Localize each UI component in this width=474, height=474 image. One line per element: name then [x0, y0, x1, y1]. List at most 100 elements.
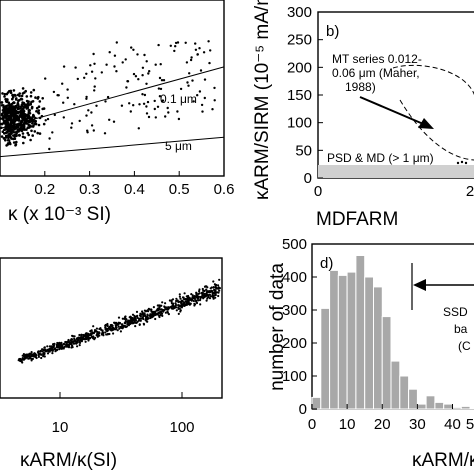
data-point	[172, 302, 175, 305]
x-tick-label: 40	[444, 416, 461, 433]
data-point	[24, 103, 28, 106]
data-point	[30, 351, 33, 354]
data-point	[132, 48, 135, 51]
histogram-bar	[337, 274, 348, 410]
data-point	[21, 128, 24, 131]
data-point	[43, 349, 46, 352]
data-point	[51, 131, 54, 134]
histogram-bar	[452, 406, 462, 410]
data-point	[16, 103, 20, 106]
x-tick-label: 0	[314, 183, 322, 200]
data-point	[28, 112, 32, 115]
data-point	[169, 44, 172, 47]
data-point	[30, 353, 34, 356]
data-point	[183, 298, 186, 301]
data-point	[46, 345, 49, 348]
histogram-bar	[390, 360, 401, 410]
data-point	[26, 102, 30, 105]
data-point	[3, 132, 6, 135]
data-point	[203, 96, 206, 100]
data-point	[86, 129, 89, 132]
data-point	[0, 117, 3, 120]
data-point	[26, 126, 30, 129]
data-point	[70, 340, 74, 343]
data-point	[143, 309, 146, 312]
data-point	[30, 355, 33, 358]
data-point	[164, 115, 167, 118]
data-point	[178, 295, 181, 298]
annotation-psd-md: PSD & MD (> 1 μm)	[327, 151, 434, 165]
data-point	[142, 322, 145, 325]
data-point	[156, 313, 159, 316]
data-point	[15, 132, 18, 135]
data-point	[35, 110, 38, 113]
data-point	[213, 99, 216, 102]
data-point	[208, 297, 212, 300]
histogram-bar	[364, 276, 375, 410]
data-point	[12, 141, 16, 144]
data-point	[161, 312, 164, 315]
data-point	[13, 105, 16, 109]
data-point	[2, 137, 6, 140]
data-point	[30, 359, 33, 362]
data-point	[127, 324, 130, 327]
data-point	[129, 315, 132, 318]
point	[464, 161, 468, 165]
data-point	[87, 339, 90, 342]
data-point	[194, 48, 198, 51]
data-point	[121, 317, 124, 320]
data-point	[99, 327, 102, 330]
data-point	[141, 66, 145, 70]
data-point	[93, 62, 96, 65]
psd-md-band	[318, 165, 474, 178]
data-point	[11, 93, 14, 97]
data-point	[15, 134, 18, 137]
y-tick-label: 200	[287, 59, 312, 76]
data-point	[141, 93, 144, 96]
data-point	[175, 306, 178, 309]
data-point	[147, 115, 151, 119]
data-point	[205, 294, 208, 297]
arrow-head	[413, 279, 426, 291]
data-point	[164, 302, 167, 305]
data-point	[85, 332, 88, 335]
data-point	[80, 335, 83, 339]
data-point	[163, 309, 166, 312]
data-point	[13, 110, 16, 113]
data-point	[83, 76, 86, 80]
data-point	[66, 88, 69, 91]
data-point	[70, 346, 73, 349]
data-point	[2, 109, 6, 112]
data-point	[104, 324, 107, 327]
data-point	[104, 328, 107, 331]
data-point	[205, 299, 208, 302]
data-point	[206, 291, 210, 294]
data-point	[14, 144, 17, 147]
data-point	[75, 342, 78, 345]
data-point	[13, 115, 16, 119]
data-point	[85, 114, 88, 117]
data-point	[213, 292, 216, 295]
data-point	[188, 303, 192, 306]
data-point	[95, 104, 98, 108]
data-point	[159, 62, 162, 66]
x-tick-label: 0.2	[34, 181, 55, 198]
data-point	[22, 141, 25, 145]
data-point	[41, 350, 44, 353]
data-point	[141, 311, 144, 314]
data-point	[113, 54, 117, 57]
data-point	[28, 109, 32, 112]
data-point	[13, 120, 16, 123]
data-point	[0, 112, 4, 116]
panel-c-frame	[0, 257, 223, 399]
panel-a-frame	[0, 0, 225, 177]
data-point	[104, 326, 107, 329]
data-point	[34, 119, 37, 123]
data-point	[30, 357, 33, 360]
data-point	[201, 110, 204, 113]
data-point	[81, 338, 84, 341]
data-point	[66, 345, 69, 348]
data-point	[96, 335, 99, 338]
data-point	[184, 41, 187, 44]
